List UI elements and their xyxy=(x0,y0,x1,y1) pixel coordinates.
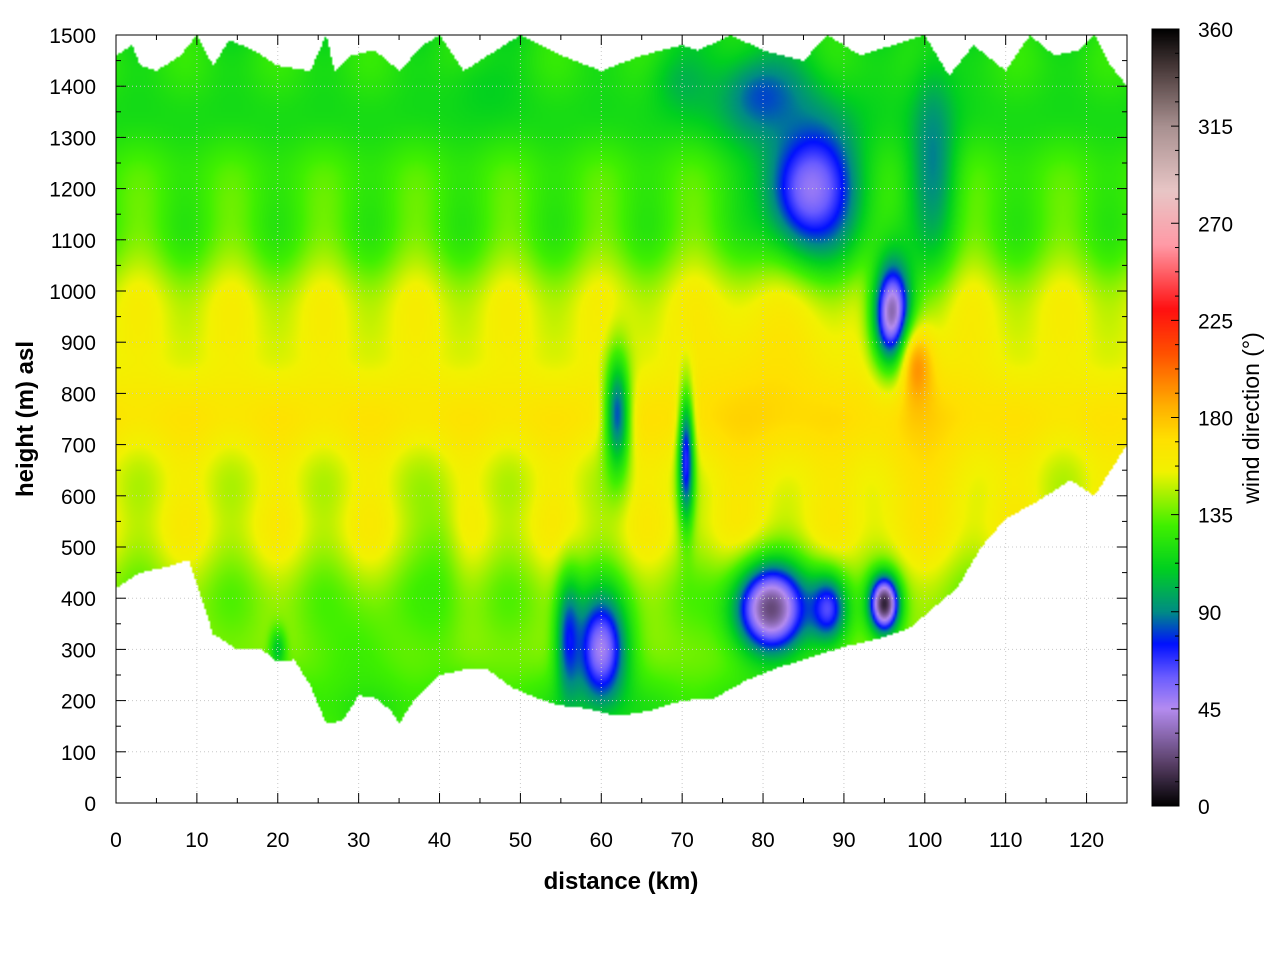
x-tick-label: 90 xyxy=(832,829,855,852)
colorbar-tick-label: 225 xyxy=(1198,310,1233,333)
colorbar-tick-label: 90 xyxy=(1198,602,1221,625)
x-tick-label: 70 xyxy=(670,829,693,852)
x-tick-label: 50 xyxy=(509,829,532,852)
grid-lines xyxy=(116,35,1127,803)
y-tick-label: 900 xyxy=(61,332,96,355)
x-axis-title: distance (km) xyxy=(544,868,699,895)
x-tick-label: 80 xyxy=(751,829,774,852)
x-tick-label: 0 xyxy=(110,829,122,852)
colorbar-tick-label: 360 xyxy=(1198,19,1233,42)
wind-direction-heatmap xyxy=(116,35,1127,803)
y-tick-label: 500 xyxy=(61,537,96,560)
colorbar-tick-label: 135 xyxy=(1198,505,1233,528)
y-tick-label: 1300 xyxy=(49,127,96,150)
x-tick-label: 40 xyxy=(428,829,451,852)
x-tick-label: 30 xyxy=(347,829,370,852)
x-tick-label: 20 xyxy=(266,829,289,852)
y-tick-label: 700 xyxy=(61,435,96,458)
y-tick-label: 400 xyxy=(61,588,96,611)
colorbar-tick-label: 45 xyxy=(1198,699,1221,722)
colorbar-tick-label: 180 xyxy=(1198,408,1233,431)
colorbar-tick-label: 0 xyxy=(1198,796,1210,819)
y-tick-label: 300 xyxy=(61,639,96,662)
colorbar-title: wind direction (°) xyxy=(1238,332,1264,505)
x-tick-label: 120 xyxy=(1069,829,1104,852)
colorbar-tick-label: 315 xyxy=(1198,116,1233,139)
y-axis-title: height (m) asl xyxy=(12,341,39,497)
y-tick-label: 600 xyxy=(61,486,96,509)
y-tick-label: 1500 xyxy=(49,25,96,48)
x-tick-label: 60 xyxy=(590,829,613,852)
x-tick-label: 110 xyxy=(989,829,1022,852)
y-tick-label: 800 xyxy=(61,383,96,406)
y-axis: 0 100 200 300 400 500 600 700 800 900 1000 1100 1200… xyxy=(49,25,1127,816)
y-tick-label: 1000 xyxy=(49,281,96,304)
y-tick-label: 1400 xyxy=(49,76,96,99)
x-tick-label: 100 xyxy=(907,829,942,852)
x-tick-label: 10 xyxy=(185,829,208,852)
y-tick-label: 0 xyxy=(84,793,96,816)
colorbar-tick-label: 270 xyxy=(1198,213,1233,236)
colorbar-axis: 0 45 90 135 180 225 270 315 360 xyxy=(1171,19,1233,819)
y-tick-label: 200 xyxy=(61,691,96,714)
x-axis: 0 10 20 30 40 50 60 70 80 90 100 110 120 xyxy=(110,35,1104,852)
y-tick-label: 1100 xyxy=(51,230,96,253)
y-tick-label: 1200 xyxy=(49,179,96,202)
y-tick-label: 100 xyxy=(61,742,96,765)
